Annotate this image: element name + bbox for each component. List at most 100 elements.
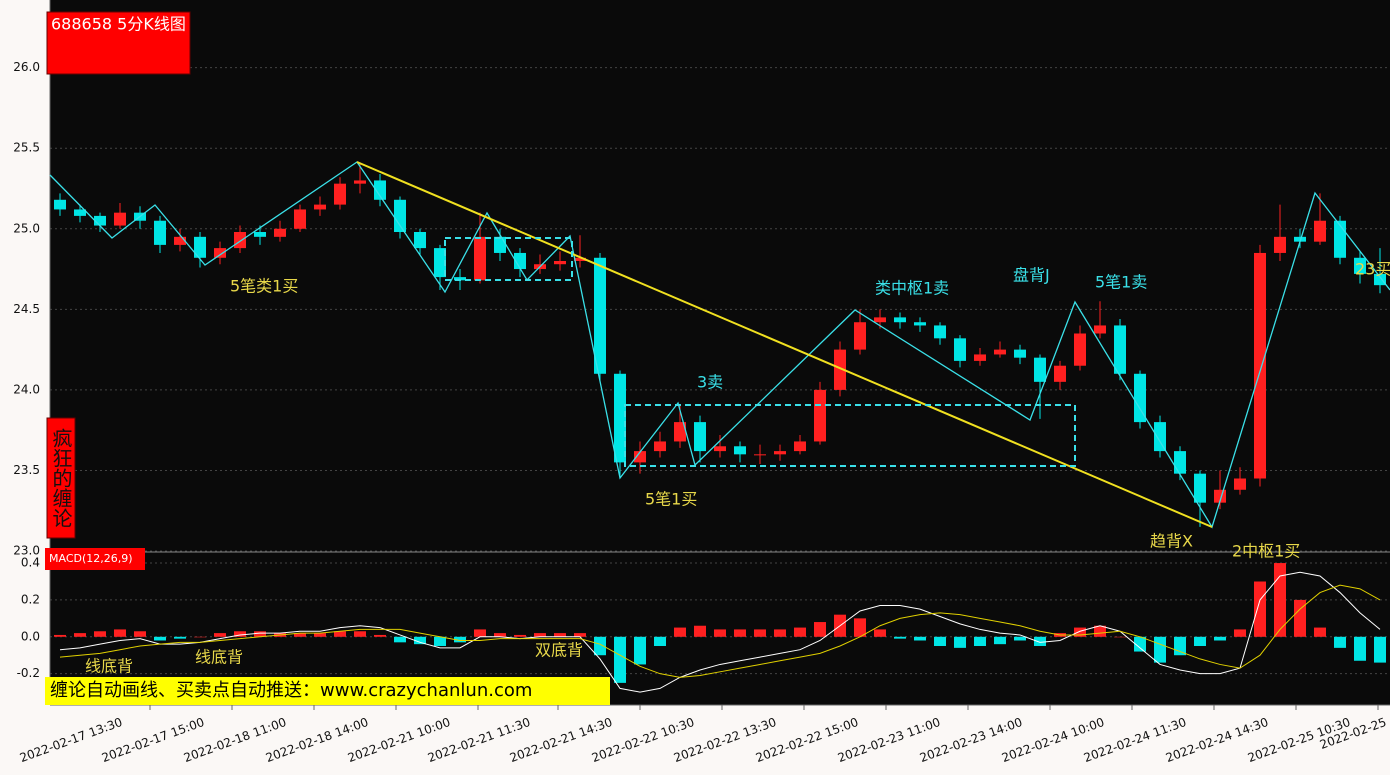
annotation: 线底背 bbox=[195, 648, 243, 667]
macd-bar bbox=[234, 631, 246, 637]
candle-body bbox=[114, 212, 126, 226]
macd-bar bbox=[1154, 636, 1166, 663]
candle-body bbox=[734, 446, 746, 455]
macd-bar bbox=[1074, 627, 1086, 637]
candle-body bbox=[1114, 325, 1126, 374]
annotation: 23买 bbox=[1355, 260, 1390, 279]
macd-bar bbox=[654, 636, 666, 647]
y-tick-label: 25.0 bbox=[13, 221, 40, 235]
candle-body bbox=[1194, 473, 1206, 503]
stroke-line bbox=[49, 161, 1390, 529]
banner: 缠论自动画线、买卖点自动推送：www.crazychanlun.com bbox=[50, 680, 532, 701]
candle-body bbox=[954, 338, 966, 361]
macd-bar bbox=[354, 631, 366, 637]
candle-body bbox=[614, 373, 626, 463]
macd-bar bbox=[1194, 636, 1206, 647]
candle-body bbox=[774, 451, 786, 455]
candle-body bbox=[634, 451, 646, 463]
candle-body bbox=[974, 354, 986, 361]
candle-body bbox=[854, 322, 866, 350]
candle-body bbox=[234, 232, 246, 249]
macd-bar bbox=[934, 636, 946, 647]
candle-body bbox=[54, 199, 66, 210]
y-tick-label: 23.0 bbox=[13, 544, 40, 558]
candle-body bbox=[1234, 478, 1246, 490]
candle-body bbox=[274, 228, 286, 237]
macd-bar bbox=[914, 636, 926, 641]
candle-body bbox=[334, 183, 346, 205]
macd-bar bbox=[194, 636, 206, 638]
macd-bar bbox=[634, 636, 646, 665]
macd-bar bbox=[874, 629, 886, 637]
candle-body bbox=[94, 215, 106, 226]
annotation: 5笔类1买 bbox=[230, 277, 298, 296]
candle-body bbox=[1314, 220, 1326, 242]
candle-body bbox=[874, 317, 886, 323]
y-tick-label: 0.2 bbox=[21, 592, 40, 606]
annotation: 3卖 bbox=[697, 373, 723, 392]
macd-bar bbox=[534, 633, 546, 637]
macd-bar bbox=[474, 629, 486, 637]
candle-body bbox=[894, 317, 906, 323]
y-tick-label: -0.2 bbox=[17, 666, 40, 680]
candle-body bbox=[674, 422, 686, 442]
macd-bar bbox=[394, 636, 406, 643]
macd-bar bbox=[74, 633, 86, 637]
candle-body bbox=[394, 199, 406, 232]
macd-bar bbox=[554, 633, 566, 637]
candle-body bbox=[694, 422, 706, 452]
macd-bar bbox=[894, 636, 906, 639]
strokes bbox=[49, 161, 1390, 529]
macd-bar bbox=[374, 634, 386, 637]
macd-bar bbox=[954, 636, 966, 648]
macd-bar bbox=[434, 636, 446, 647]
macd-bar bbox=[214, 633, 226, 637]
title-box bbox=[46, 11, 191, 75]
candle-body bbox=[814, 389, 826, 442]
macd-title-box bbox=[45, 548, 145, 570]
y-tick-label: 25.5 bbox=[13, 141, 40, 155]
macd-bar bbox=[814, 622, 826, 637]
candle-body bbox=[1354, 257, 1366, 274]
candle-body bbox=[194, 236, 206, 258]
candle-body bbox=[754, 454, 766, 456]
candle-body bbox=[354, 180, 366, 184]
candle-body bbox=[254, 232, 266, 237]
macd-bar bbox=[254, 631, 266, 637]
macd-bar bbox=[1354, 636, 1366, 661]
macd-bar bbox=[1294, 599, 1306, 637]
macd-bar bbox=[514, 634, 526, 637]
brand-box bbox=[46, 417, 76, 539]
macd-bar bbox=[1314, 627, 1326, 637]
annotation: 类中枢1卖 bbox=[875, 279, 949, 298]
y-tick-label: 24.5 bbox=[13, 302, 40, 316]
y-tick-label: 23.5 bbox=[13, 463, 40, 477]
annotation: 双底背 bbox=[535, 641, 583, 660]
candle-body bbox=[414, 232, 426, 249]
macd-bar bbox=[614, 636, 626, 683]
plot-background bbox=[50, 0, 1390, 705]
macd-bar bbox=[1234, 629, 1246, 637]
candle-body bbox=[294, 209, 306, 229]
macd-bar bbox=[94, 631, 106, 637]
macd-bar bbox=[734, 629, 746, 637]
macd-bar bbox=[314, 633, 326, 637]
macd-bar bbox=[494, 633, 506, 637]
pivot-box bbox=[444, 237, 573, 281]
candle-body bbox=[454, 277, 466, 281]
macd-bar bbox=[1214, 636, 1226, 641]
macd-bar bbox=[1274, 563, 1286, 637]
macd-bar bbox=[854, 618, 866, 637]
candle-body bbox=[574, 257, 586, 261]
macd-bar bbox=[974, 636, 986, 647]
candle-body bbox=[1054, 365, 1066, 382]
annotation: 线底背 bbox=[85, 657, 133, 676]
candle-body bbox=[654, 441, 666, 452]
macd-bar bbox=[1254, 581, 1266, 637]
macd-bar bbox=[694, 625, 706, 637]
macd-bar bbox=[714, 629, 726, 637]
macd-bar bbox=[154, 636, 166, 641]
candle-body bbox=[174, 236, 186, 245]
candle-body bbox=[154, 220, 166, 245]
